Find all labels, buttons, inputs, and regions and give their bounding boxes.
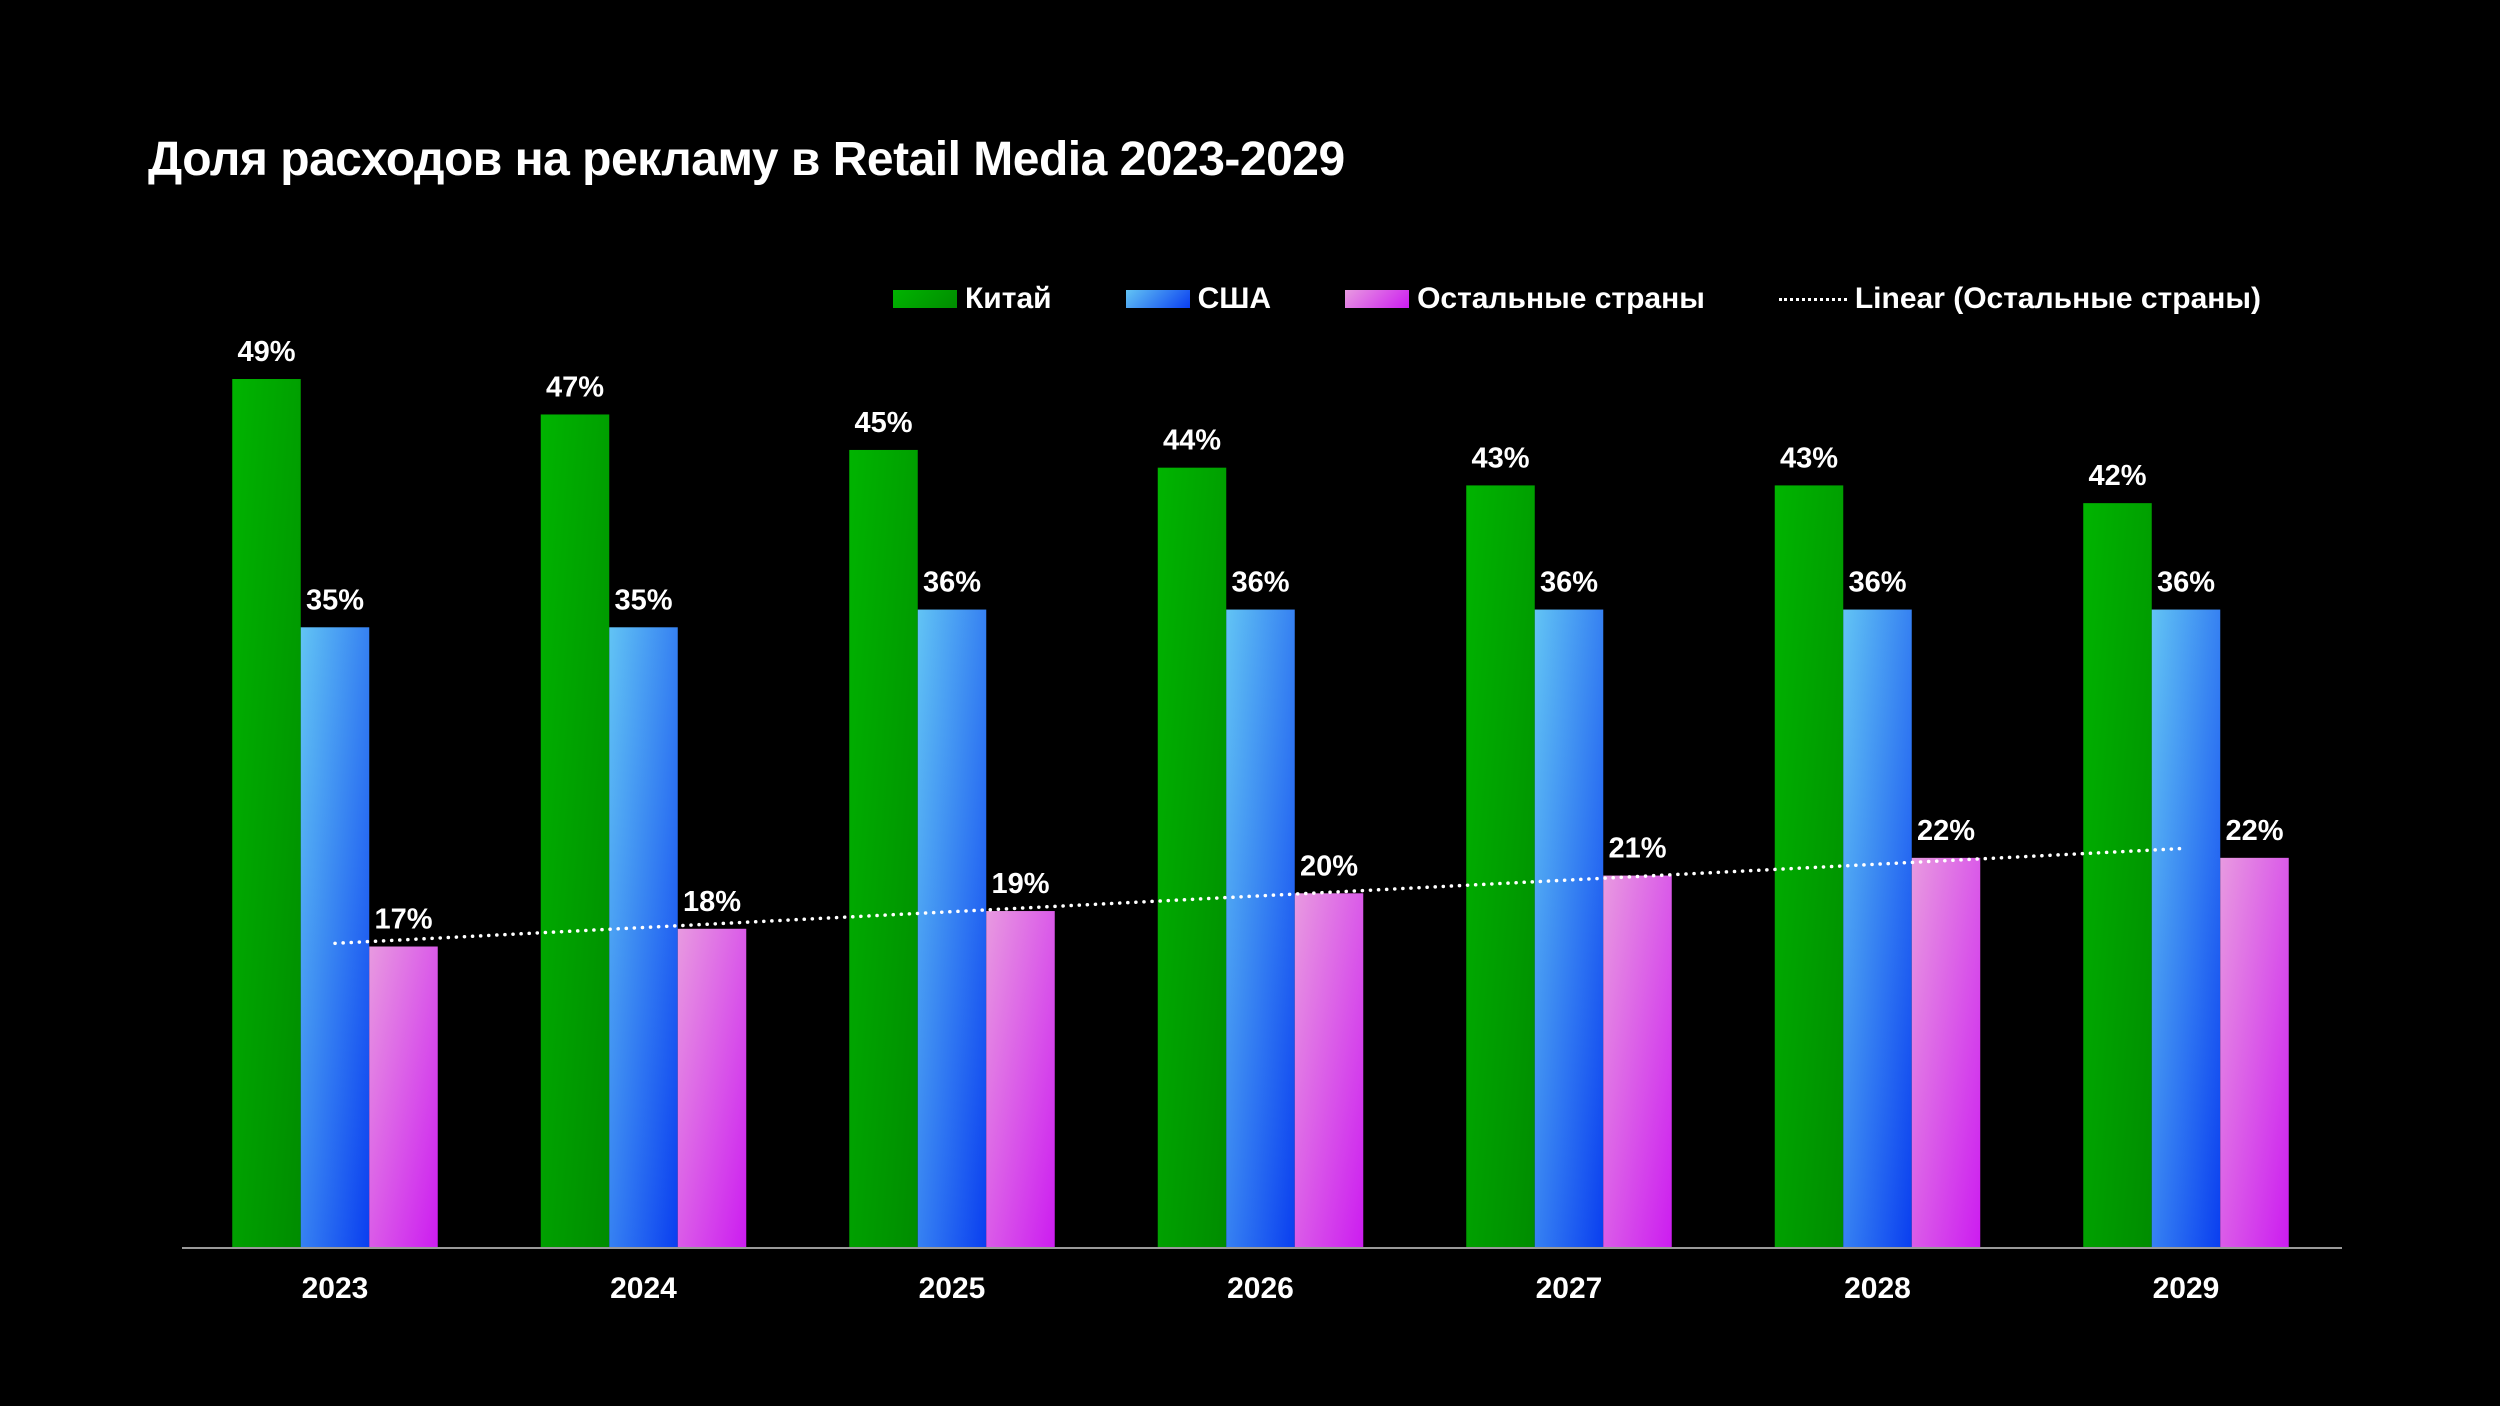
bar-other-2027 bbox=[1603, 875, 1672, 1248]
trendline-other bbox=[333, 846, 2188, 946]
legend-swatch-trendline bbox=[1778, 297, 1847, 301]
data-label-china-2024: 47% bbox=[546, 371, 604, 403]
data-label-usa-2029: 36% bbox=[2157, 567, 2215, 599]
data-label-china-2023: 49% bbox=[237, 336, 295, 368]
legend-label-usa: США bbox=[1197, 282, 1272, 315]
data-label-china-2026: 44% bbox=[1163, 425, 1221, 457]
legend-label-trendline: Linear (Остальные страны) bbox=[1854, 282, 2261, 315]
chart-title: Доля расходов на рекламу в Retail Media … bbox=[148, 133, 1345, 186]
x-tick-label-2028: 2028 bbox=[1844, 1272, 1911, 1305]
bar-usa-2026 bbox=[1226, 609, 1295, 1248]
legend-label-other: Остальные страны bbox=[1417, 282, 1705, 315]
x-tick-label-2024: 2024 bbox=[610, 1272, 677, 1305]
bar-china-2023 bbox=[232, 379, 301, 1248]
x-tick-label-2023: 2023 bbox=[302, 1272, 369, 1305]
x-tick-label-2025: 2025 bbox=[919, 1272, 986, 1305]
bar-usa-2025 bbox=[917, 609, 987, 1248]
legend-swatch-china bbox=[893, 290, 957, 308]
bar-china-2029 bbox=[2083, 503, 2152, 1249]
x-tick-label-2029: 2029 bbox=[2153, 1272, 2220, 1305]
bar-usa-2023 bbox=[300, 627, 370, 1248]
data-label-other-2028: 22% bbox=[1917, 815, 1975, 847]
bar-usa-2028 bbox=[1843, 609, 1912, 1248]
legend-swatch-usa bbox=[1125, 290, 1190, 308]
bar-other-2026 bbox=[1294, 893, 1364, 1248]
data-label-china-2029: 42% bbox=[2088, 460, 2146, 492]
x-tick-label-2027: 2027 bbox=[1536, 1272, 1603, 1305]
bar-china-2025 bbox=[849, 449, 918, 1248]
data-label-usa-2028: 36% bbox=[1848, 567, 1906, 599]
data-label-usa-2025: 36% bbox=[923, 567, 981, 599]
data-label-usa-2026: 36% bbox=[1231, 567, 1289, 599]
data-label-china-2025: 45% bbox=[854, 407, 912, 439]
legend-label-china: Китай bbox=[965, 282, 1052, 315]
data-label-other-2024: 18% bbox=[683, 886, 741, 918]
bar-china-2027 bbox=[1466, 485, 1535, 1248]
data-label-usa-2027: 36% bbox=[1540, 567, 1598, 599]
bar-other-2024 bbox=[677, 928, 747, 1248]
data-label-china-2028: 43% bbox=[1780, 442, 1838, 474]
legend-item-trendline: Linear (Остальные страны) bbox=[1778, 282, 2261, 316]
legend-item-other: Остальные страны bbox=[1345, 282, 1705, 316]
data-label-other-2029: 22% bbox=[2225, 815, 2283, 847]
data-label-usa-2024: 35% bbox=[614, 584, 672, 616]
bar-other-2023 bbox=[369, 946, 438, 1248]
bar-usa-2024 bbox=[609, 627, 678, 1248]
legend: Китай США Остальные страны Linear (Остал… bbox=[893, 282, 2261, 316]
legend-swatch-other bbox=[1345, 290, 1410, 308]
data-label-other-2027: 21% bbox=[1608, 833, 1666, 865]
legend-item-usa: США bbox=[1125, 282, 1272, 316]
data-label-other-2023: 17% bbox=[374, 904, 432, 936]
data-label-other-2026: 20% bbox=[1300, 850, 1358, 882]
legend-item-china: Китай bbox=[893, 282, 1052, 316]
bar-usa-2027 bbox=[1534, 609, 1604, 1248]
bar-other-2029 bbox=[2220, 857, 2289, 1248]
bar-china-2024 bbox=[540, 414, 610, 1249]
data-label-other-2025: 19% bbox=[991, 868, 1049, 900]
bar-other-2028 bbox=[1911, 857, 1981, 1248]
data-label-usa-2023: 35% bbox=[306, 584, 364, 616]
data-label-china-2027: 43% bbox=[1471, 442, 1529, 474]
x-tick-label-2026: 2026 bbox=[1227, 1272, 1294, 1305]
bar-other-2025 bbox=[986, 911, 1055, 1248]
bar-china-2026 bbox=[1157, 467, 1227, 1248]
bar-usa-2029 bbox=[2151, 609, 2221, 1248]
